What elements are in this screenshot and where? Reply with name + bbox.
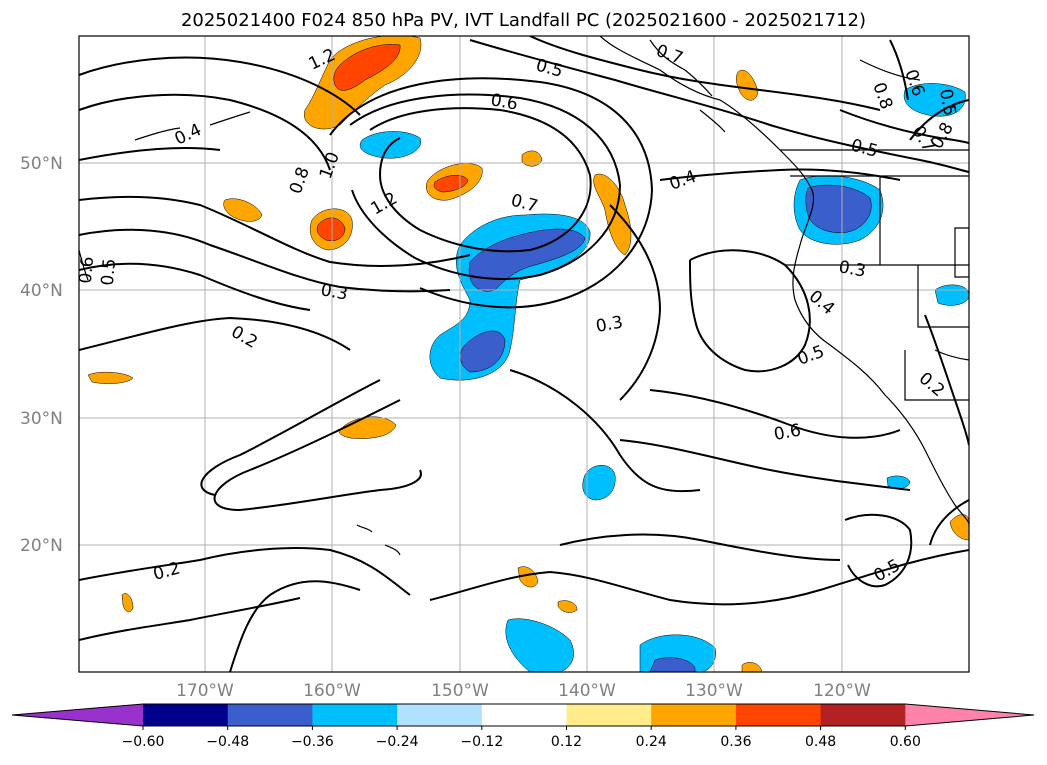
colorbar-segment [566, 704, 652, 726]
lat-label-30n: 30°N [20, 409, 63, 429]
lon-label-160w: 160°W [303, 681, 361, 701]
coastlines [79, 36, 969, 556]
map-title: 2025021400 F024 850 hPa PV, IVT Landfall… [180, 10, 867, 31]
lon-label-150w: 150°W [431, 681, 489, 701]
colorbar-tick-label: −0.60 [122, 734, 165, 750]
pv-contours [79, 36, 969, 672]
colorbar-tick-label: 0.12 [551, 734, 582, 750]
colorbar-segment [481, 704, 567, 726]
contour-label: 0.3 [837, 257, 867, 281]
lon-label-170w: 170°W [176, 681, 234, 701]
contour-label: 0.5 [98, 258, 120, 287]
colorbar-segment [397, 704, 483, 726]
colorbar-tick-label: −0.36 [291, 734, 334, 750]
lon-label-140w: 140°W [558, 681, 616, 701]
colorbar-tick-label: −0.24 [376, 734, 419, 750]
colorbar-tick-label: −0.48 [206, 734, 249, 750]
colorbar [11, 703, 1035, 727]
colorbar-segment [227, 704, 313, 726]
contour-label: 0.6 [772, 421, 802, 445]
lon-label-130w: 130°W [685, 681, 743, 701]
contour-label: 0.3 [594, 313, 624, 337]
lon-label-120w: 120°W [813, 681, 871, 701]
lat-label-50n: 50°N [20, 154, 63, 174]
positive-shading [87, 36, 969, 672]
contour-label: 0.3 [319, 280, 349, 304]
colorbar-tick-label: 0.24 [636, 734, 667, 750]
colorbar-extend-low [12, 704, 143, 726]
contour-label: 0.6 [489, 90, 519, 114]
colorbar-segment [735, 704, 822, 726]
colorbar-segment [312, 704, 398, 726]
colorbar-tick-label: −0.12 [460, 734, 503, 750]
colorbar-ticks: −0.60 −0.48 −0.36 −0.24 −0.12 0.12 0.24 0.36 0.4… [122, 726, 921, 750]
colorbar-segment [820, 704, 906, 726]
plot-area [79, 36, 969, 672]
colorbar-tick-label: 0.48 [805, 734, 836, 750]
colorbar-segment [143, 704, 229, 726]
colorbar-tick-label: 0.36 [720, 734, 751, 750]
colorbar-tick-label: 0.60 [890, 734, 921, 750]
contour-label: 0.6 [76, 256, 98, 285]
colorbar-extend-high [905, 704, 1034, 726]
lat-label-40n: 40°N [20, 281, 63, 301]
contour-label: 0.5 [935, 87, 959, 117]
colorbar-segment [651, 704, 737, 726]
lat-label-20n: 20°N [20, 536, 63, 556]
plot-frame [78, 35, 970, 673]
